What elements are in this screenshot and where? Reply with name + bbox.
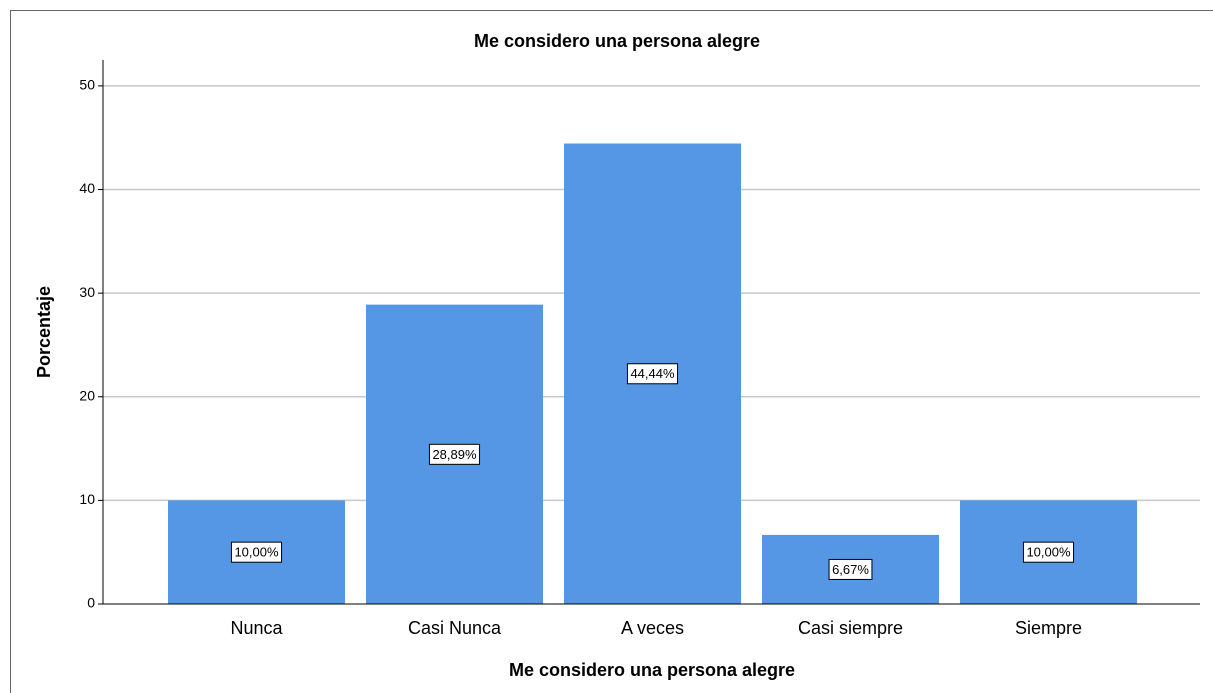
value-label: 6,67% [832, 562, 869, 577]
x-tick-label: Casi siempre [798, 618, 903, 638]
x-tick-label: Casi Nunca [408, 618, 502, 638]
y-axis-title: Porcentaje [34, 286, 54, 378]
y-tick-label: 50 [79, 77, 95, 93]
chart-title: Me considero una persona alegre [474, 31, 760, 51]
value-label-box [626, 363, 679, 385]
x-axis-title: Me considero una persona alegre [509, 660, 795, 680]
y-tick-label: 20 [79, 387, 95, 403]
y-tick-label: 0 [87, 595, 95, 611]
value-label: 10,00% [234, 545, 279, 560]
value-label-box [828, 558, 873, 580]
value-label-box [428, 443, 481, 465]
y-tick-label: 40 [79, 180, 95, 196]
value-label: 10,00% [1026, 545, 1071, 560]
x-tick-label: Nunca [230, 618, 283, 638]
value-label: 28,89% [432, 447, 477, 462]
y-tick-label: 10 [79, 491, 95, 507]
y-tick-label: 30 [79, 284, 95, 300]
x-tick-label: Siempre [1015, 618, 1082, 638]
value-label-box [1022, 541, 1075, 563]
value-label: 44,44% [630, 366, 675, 381]
value-label-box [230, 541, 283, 563]
x-tick-label: A veces [621, 618, 684, 638]
